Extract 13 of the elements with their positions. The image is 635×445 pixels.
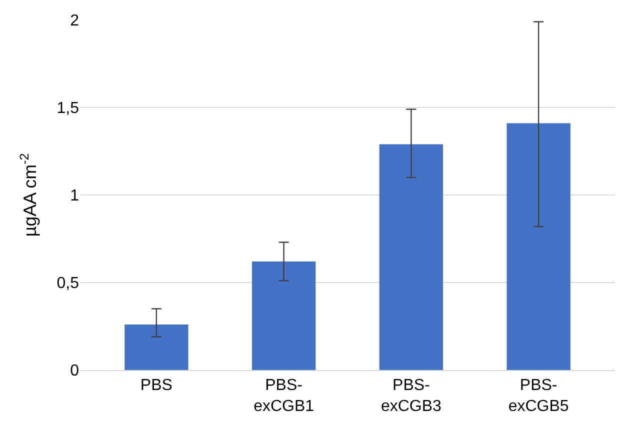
y-tick-label: 2: [70, 12, 80, 30]
y-tick-label: 1,5: [56, 100, 80, 118]
bar: [124, 324, 188, 370]
x-tick-label: PBS- exCGB5: [508, 377, 569, 415]
y-tick-label: 0,5: [56, 275, 80, 292]
x-tick-label: PBS- exCGB1: [254, 377, 314, 415]
x-tick-label: PBS: [140, 377, 172, 394]
x-tick-label: PBS- exCGB3: [380, 377, 442, 415]
bar: [252, 262, 316, 370]
y-tick-label: 1: [70, 188, 80, 205]
bar: [506, 123, 570, 370]
y-tick-label: 0: [70, 362, 80, 380]
bar: [379, 144, 444, 370]
